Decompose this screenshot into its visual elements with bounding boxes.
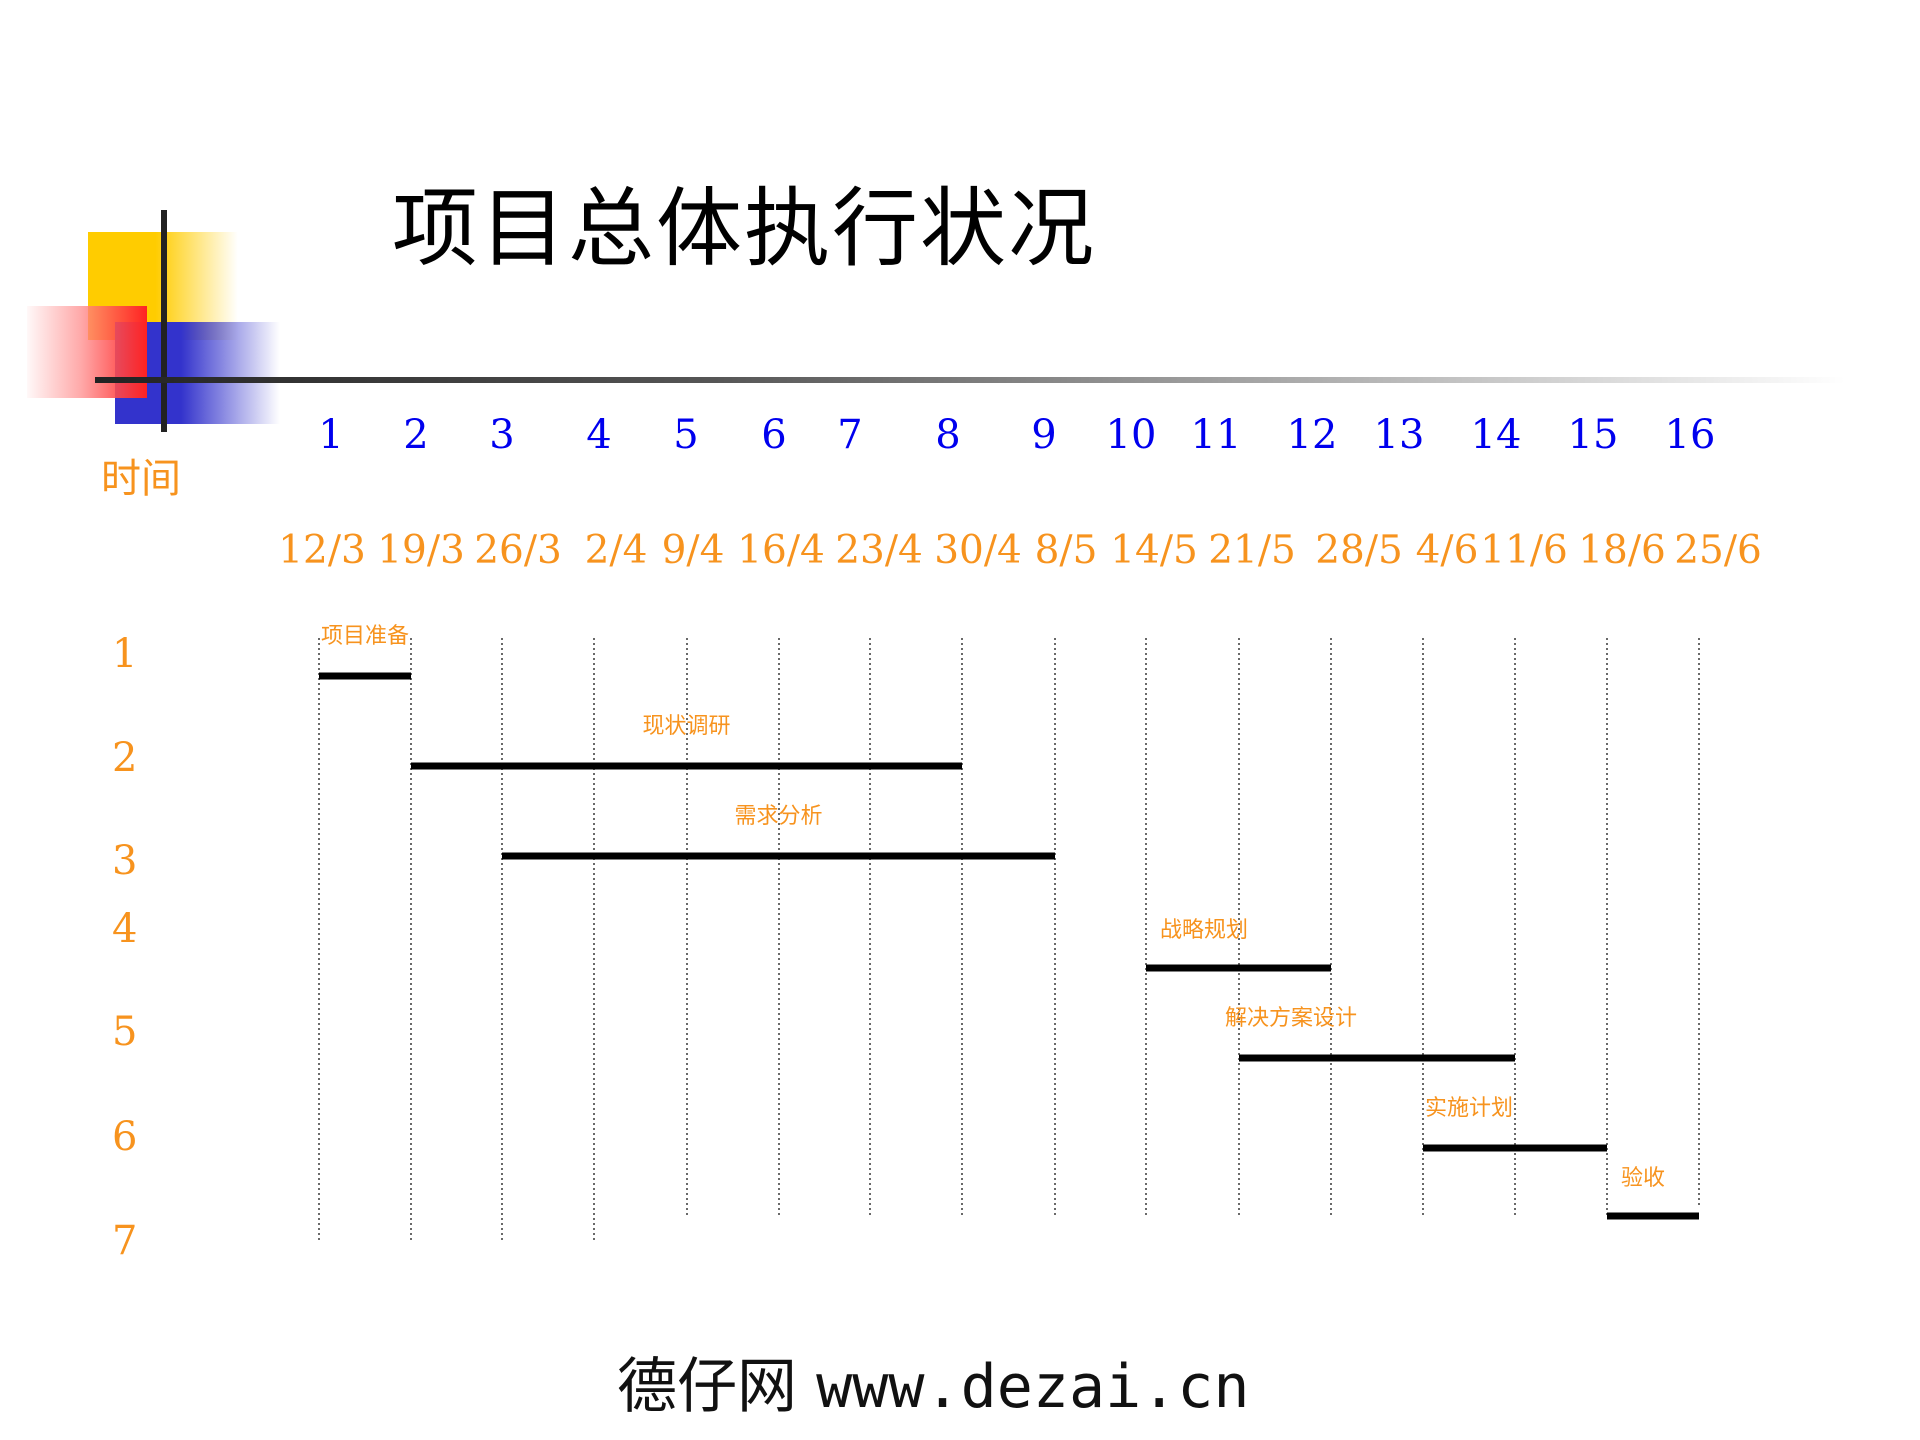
week-number: 7: [837, 412, 863, 458]
footer-watermark: 德仔网 www.dezai.cn: [617, 1338, 1250, 1425]
date-label: 21/5: [1208, 528, 1296, 573]
row-number: 2: [112, 735, 138, 781]
row-number: 4: [112, 906, 138, 952]
date-label: 4/6: [1415, 528, 1479, 573]
date-label: 11/6: [1480, 528, 1568, 573]
row-number: 6: [112, 1114, 138, 1160]
week-number: 10: [1105, 412, 1157, 458]
task-label: 项目准备: [321, 624, 409, 649]
week-number: 1: [318, 412, 344, 458]
date-label: 16/4: [737, 528, 825, 573]
week-number: 15: [1567, 412, 1619, 458]
week-number: 6: [761, 412, 787, 458]
week-number: 11: [1190, 412, 1242, 458]
footer-url: www.dezai.cn: [816, 1352, 1250, 1422]
week-number: 3: [489, 412, 515, 458]
task-label: 现状调研: [642, 714, 730, 739]
date-label: 28/5: [1315, 528, 1403, 573]
week-number: 8: [935, 412, 961, 458]
week-number: 9: [1031, 412, 1057, 458]
task-label: 实施计划: [1425, 1096, 1513, 1121]
time-axis-label: 时间: [101, 456, 181, 502]
date-label: 18/6: [1578, 528, 1666, 573]
task-label: 需求分析: [734, 804, 822, 829]
row-number: 5: [112, 1009, 138, 1055]
row-number: 1: [112, 631, 138, 677]
date-label: 19/3: [377, 528, 465, 573]
row-number: 7: [112, 1218, 138, 1264]
task-label: 战略规划: [1160, 918, 1248, 943]
date-label: 9/4: [661, 528, 725, 573]
date-label: 25/6: [1674, 528, 1762, 573]
week-number: 5: [673, 412, 699, 458]
task-label: 解决方案设计: [1225, 1006, 1357, 1031]
row-number: 3: [112, 838, 138, 884]
week-number: 4: [586, 412, 612, 458]
week-number: 16: [1664, 412, 1716, 458]
footer-brand: 德仔网: [617, 1352, 797, 1422]
week-number: 14: [1470, 412, 1522, 458]
task-label: 验收: [1621, 1166, 1665, 1191]
week-number: 2: [403, 412, 429, 458]
date-label: 14/5: [1110, 528, 1198, 573]
week-number: 13: [1373, 412, 1425, 458]
header-rule: [95, 377, 1845, 383]
page-title: 项目总体执行状况: [392, 179, 1096, 279]
date-label: 23/4: [835, 528, 923, 573]
date-label: 2/4: [584, 528, 648, 573]
deco-vertical-line: [161, 210, 167, 432]
date-label: 8/5: [1034, 528, 1098, 573]
date-label: 30/4: [934, 528, 1022, 573]
date-label: 26/3: [474, 528, 562, 573]
date-label: 12/3: [278, 528, 366, 573]
week-number: 12: [1286, 412, 1338, 458]
